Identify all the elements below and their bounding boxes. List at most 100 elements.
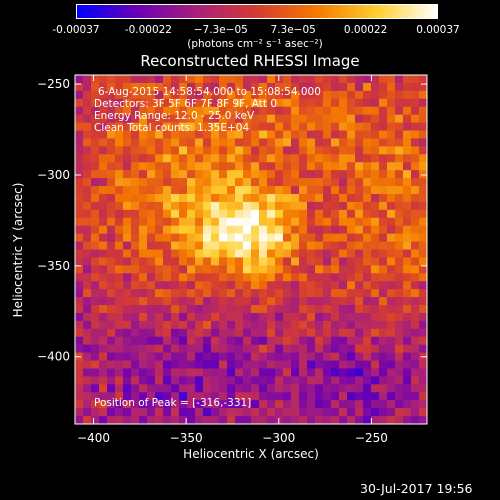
heatmap-cell [291, 368, 300, 378]
heatmap-cell [259, 193, 268, 203]
heatmap-cell [115, 82, 124, 92]
heatmap-cell [75, 154, 84, 163]
heatmap-cell [371, 82, 380, 92]
heatmap-cell [411, 114, 420, 124]
heatmap-cell [347, 416, 356, 424]
heatmap-cell [227, 162, 236, 171]
heatmap-cell [411, 328, 420, 338]
heatmap-cell [395, 281, 404, 290]
heatmap-cell [395, 225, 404, 235]
heatmap-cell [91, 122, 100, 132]
heatmap-cell [139, 392, 148, 401]
heatmap-cell [355, 273, 364, 282]
heatmap-cell [419, 138, 427, 147]
heatmap-cell [155, 154, 164, 163]
annotation-time-range: 6-Aug-2015 14:58:54.000 to 15:08:54.000 [98, 86, 321, 98]
heatmap-cell [411, 90, 420, 100]
heatmap-cell [139, 328, 148, 338]
heatmap-cell [139, 281, 148, 290]
heatmap-cell [195, 328, 204, 338]
heatmap-cell [243, 106, 252, 116]
heatmap-cell [379, 352, 388, 362]
heatmap-cell [163, 336, 172, 346]
heatmap-cell [339, 241, 348, 251]
heatmap-cell [387, 281, 396, 290]
heatmap-cell [363, 400, 372, 409]
heatmap-cell [171, 360, 180, 370]
heatmap-cell [299, 162, 308, 171]
heatmap-cell [307, 90, 316, 100]
heatmap-cell [403, 336, 412, 346]
heatmap-cell [195, 201, 204, 211]
heatmap-cell [131, 368, 140, 378]
heatmap-cell [259, 114, 268, 124]
heatmap-cell [339, 384, 348, 393]
heatmap-cell [291, 289, 300, 298]
heatmap-cell [179, 320, 188, 330]
heatmap-cell [75, 408, 84, 417]
heatmap-cell [299, 241, 308, 251]
heatmap-cell [171, 384, 180, 393]
heatmap-cell [355, 305, 364, 314]
colorbar-tick-label: −7.3e−05 [193, 24, 248, 36]
heatmap-cell [299, 186, 308, 195]
heatmap-cell [315, 186, 324, 195]
heatmap-cell [411, 352, 420, 362]
heatmap-cell [131, 320, 140, 330]
heatmap-cell [363, 328, 372, 338]
heatmap-cell [411, 106, 420, 116]
heatmap-cell [99, 233, 108, 243]
heatmap-cell [131, 273, 140, 282]
heatmap-cell [235, 233, 244, 243]
heatmap-cell [211, 336, 220, 346]
heatmap-cell [291, 265, 300, 274]
heatmap-cell [139, 400, 148, 409]
heatmap-cell [323, 249, 332, 259]
heatmap-cell [219, 289, 228, 298]
heatmap-cell [259, 122, 268, 132]
heatmap-cell [315, 265, 324, 274]
heatmap-cell [235, 368, 244, 378]
heatmap-cell [139, 130, 148, 140]
heatmap-cell [259, 400, 268, 409]
heatmap-cell [395, 384, 404, 393]
heatmap-cell [83, 170, 92, 179]
heatmap-cell [107, 392, 116, 401]
heatmap-cell [363, 344, 372, 354]
heatmap-cell [211, 217, 220, 227]
heatmap-cell [251, 217, 260, 227]
heatmap-cell [99, 162, 108, 171]
heatmap-cell [83, 178, 92, 187]
heatmap-cell [227, 201, 236, 211]
heatmap-cell [83, 368, 92, 378]
heatmap-cell [403, 106, 412, 116]
heatmap-cell [187, 408, 196, 417]
heatmap-cell [91, 328, 100, 338]
heatmap-cell [123, 106, 132, 116]
heatmap-cell [307, 209, 316, 219]
heatmap-cell [227, 336, 236, 346]
heatmap-cell [363, 273, 372, 282]
heatmap-cell [387, 289, 396, 298]
heatmap-cell [387, 122, 396, 132]
heatmap-cell [251, 281, 260, 290]
heatmap-cell [243, 360, 252, 370]
heatmap-cell [387, 186, 396, 195]
heatmap-cell [251, 209, 260, 219]
heatmap-cell [147, 75, 156, 84]
heatmap-cell [211, 130, 220, 140]
heatmap-cell [155, 170, 164, 179]
heatmap-cell [227, 122, 236, 132]
heatmap-cell [283, 138, 292, 147]
heatmap-cell [403, 368, 412, 378]
heatmap-cell [107, 106, 116, 116]
heatmap-cell [219, 186, 228, 195]
heatmap-cell [187, 336, 196, 346]
heatmap-cell [331, 98, 340, 108]
heatmap-cell [171, 122, 180, 132]
heatmap-cell [235, 281, 244, 290]
heatmap-cell [203, 193, 212, 203]
heatmap-cell [123, 273, 132, 282]
heatmap-cell [259, 233, 268, 243]
heatmap-cell [219, 90, 228, 100]
